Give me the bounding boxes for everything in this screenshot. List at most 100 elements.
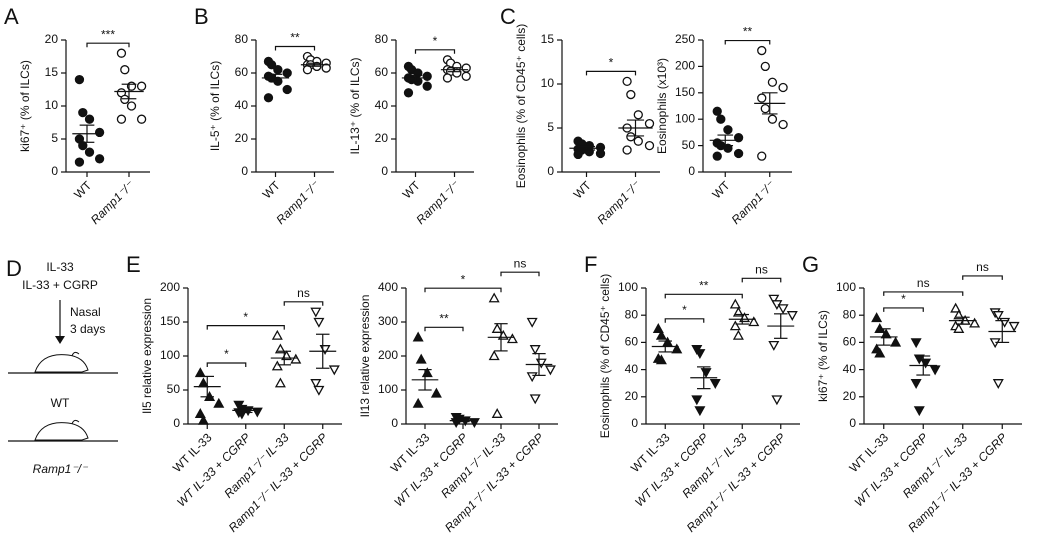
- data-point: [74, 157, 85, 167]
- data-point: [626, 89, 636, 100]
- mouse-icon: [34, 419, 89, 441]
- y-tick-label: 100: [675, 111, 695, 125]
- y-axis-label: Eosinophils (x10³): [655, 58, 669, 154]
- significance-bracket: [962, 275, 1003, 280]
- x-tick-label: Ramp1⁻/⁻: [273, 177, 323, 227]
- y-tick-label: 100: [160, 348, 180, 362]
- y-tick-label: 10: [45, 98, 59, 112]
- y-tick-label: 60: [235, 65, 249, 79]
- significance-label: ns: [514, 256, 527, 270]
- y-tick-label: 15: [45, 65, 59, 79]
- y-tick-label: 0: [688, 164, 695, 178]
- data-point: [194, 408, 206, 418]
- data-point: [652, 323, 664, 333]
- data-point: [84, 114, 95, 124]
- y-tick-label: 0: [631, 416, 638, 430]
- group-label: WT: [51, 396, 70, 410]
- y-tick-label: 0: [51, 164, 58, 178]
- y-tick-label: 50: [682, 138, 696, 152]
- significance-label: *: [609, 56, 614, 70]
- data-point: [266, 60, 277, 70]
- data-point: [691, 395, 703, 406]
- panel-label: B: [194, 4, 209, 29]
- significance-label: **: [743, 25, 753, 39]
- significance-bracket: [500, 271, 540, 277]
- y-tick-label: 10: [541, 76, 555, 90]
- y-tick-label: 80: [843, 307, 857, 321]
- data-point: [757, 93, 767, 103]
- significance-bracket: [585, 70, 637, 76]
- data-point: [442, 73, 453, 83]
- data-point: [786, 311, 798, 321]
- data-point: [732, 329, 744, 340]
- x-tick-label: Ramp1⁻/⁻: [413, 177, 463, 227]
- significance-bracket: [424, 287, 502, 293]
- data-point: [712, 151, 722, 161]
- significance-label: ns: [297, 286, 310, 300]
- data-point: [491, 408, 503, 418]
- y-tick-label: 60: [843, 335, 857, 349]
- data-point: [733, 148, 744, 159]
- y-tick-label: 60: [375, 65, 389, 79]
- mouse-icon: [34, 351, 89, 373]
- data-point: [310, 379, 322, 389]
- y-axis-label: Il5 relative expression: [140, 298, 154, 414]
- treatment: IL-33: [46, 260, 74, 274]
- data-point: [633, 136, 643, 146]
- significance-label: *: [461, 272, 466, 286]
- data-point: [302, 65, 313, 75]
- data-point: [768, 294, 780, 305]
- panel-label: G: [802, 252, 819, 277]
- data-point: [694, 406, 706, 417]
- data-point: [412, 331, 424, 342]
- data-point: [874, 347, 886, 358]
- x-tick-label: Ramp1⁻/⁻ IL-33: [438, 430, 508, 500]
- significance-bracket: [664, 318, 705, 323]
- data-point: [529, 345, 541, 355]
- significance-bracket: [664, 293, 743, 299]
- y-tick-label: 0: [547, 164, 554, 178]
- data-point: [729, 320, 741, 331]
- significance-bracket: [86, 42, 130, 48]
- data-point: [953, 323, 965, 333]
- data-point: [488, 292, 500, 303]
- data-point: [729, 298, 741, 309]
- y-tick-label: 100: [836, 280, 856, 294]
- data-point: [778, 119, 788, 130]
- y-tick-label: 60: [625, 335, 639, 349]
- panel: 0 50 100 150 200 250 Eosinophils (x10³) WTRamp1…: [655, 25, 792, 227]
- data-point: [415, 353, 427, 364]
- significance-bracket: [274, 45, 316, 51]
- data-point: [126, 101, 137, 111]
- significance-label: ns: [976, 260, 989, 274]
- significance-bracket: [283, 301, 324, 306]
- data-point: [422, 71, 432, 81]
- data-point: [271, 360, 283, 371]
- y-tick-label: 80: [235, 32, 249, 46]
- data-point: [422, 81, 432, 91]
- data-point: [271, 329, 283, 340]
- x-tick-label: WT: [260, 178, 284, 202]
- data-point: [461, 71, 471, 81]
- data-point: [969, 317, 981, 328]
- data-point: [910, 379, 922, 389]
- data-point: [760, 103, 770, 114]
- data-point: [120, 65, 130, 75]
- data-point: [622, 145, 632, 155]
- y-tick-label: 15: [541, 32, 555, 46]
- diagram: D IL-33 IL-33 + CGRP Nasal 3 days WT Ram…: [6, 256, 118, 476]
- y-axis-label: Il13 relative expression: [358, 295, 372, 418]
- y-axis-label: ki67⁺ (% of ILCs): [18, 60, 32, 152]
- x-tick-label: WT: [400, 178, 424, 202]
- data-point: [929, 365, 941, 376]
- y-tick-label: 40: [625, 362, 639, 376]
- y-tick-label: 150: [160, 314, 180, 328]
- y-tick-label: 150: [675, 85, 695, 99]
- data-point: [78, 140, 88, 151]
- data-point: [319, 345, 331, 355]
- y-tick-label: 80: [625, 307, 639, 321]
- x-tick-label: Ramp1⁻/⁻: [88, 177, 138, 227]
- data-point: [213, 397, 225, 408]
- data-point: [644, 140, 655, 151]
- data-point: [777, 304, 789, 315]
